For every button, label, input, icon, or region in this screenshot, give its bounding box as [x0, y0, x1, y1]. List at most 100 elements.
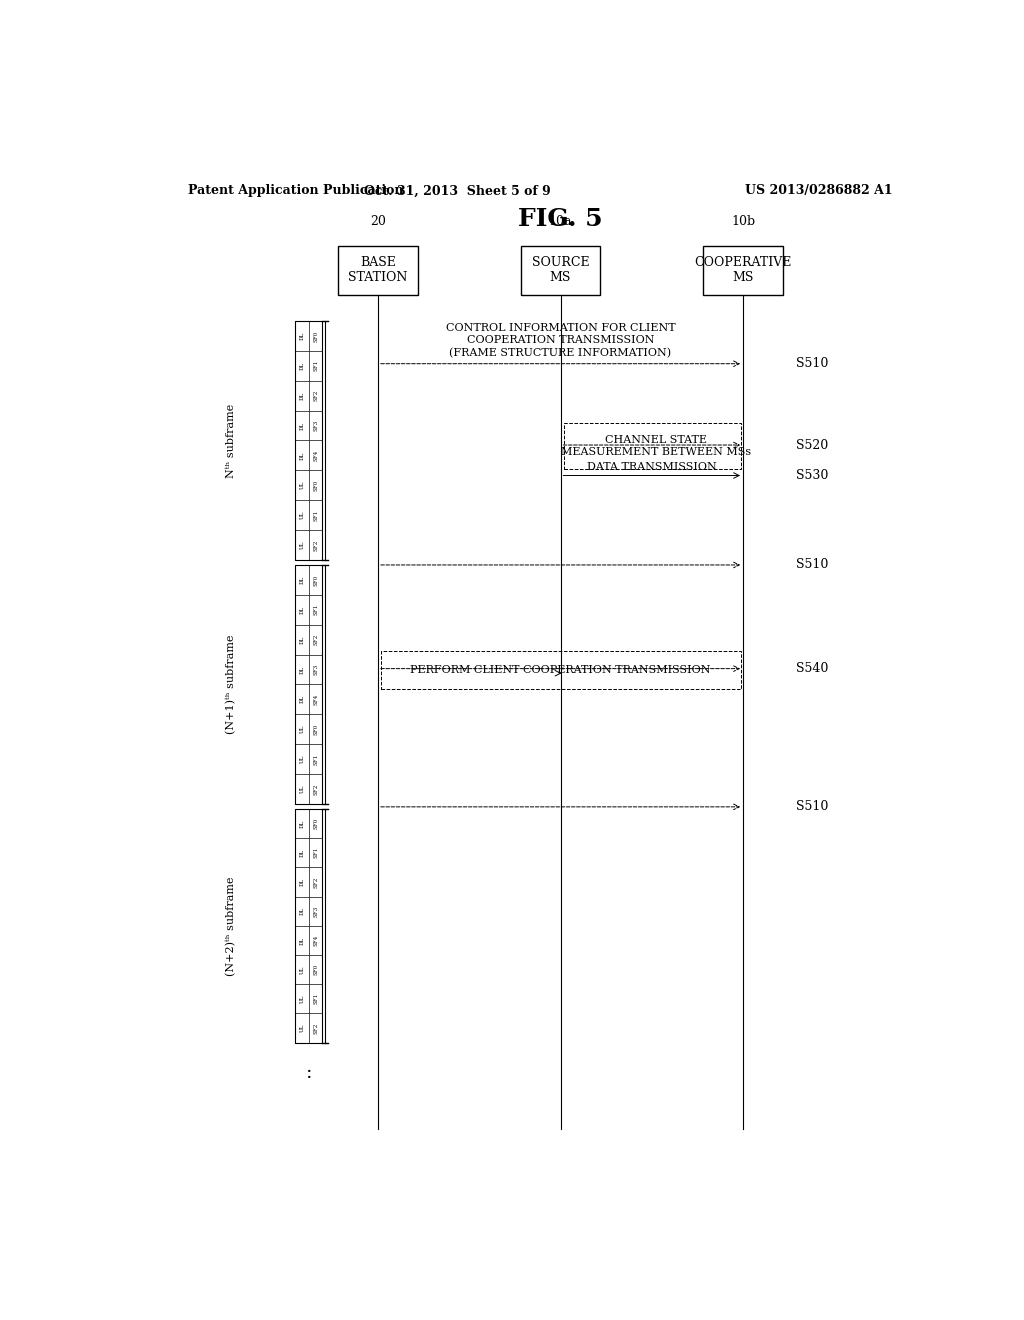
Text: UL: UL — [300, 480, 305, 490]
Bar — [296, 500, 309, 531]
Text: CONTROL INFORMATION FOR CLIENT
COOPERATION TRANSMISSION
(FRAME STRUCTURE INFORMA: CONTROL INFORMATION FOR CLIENT COOPERATI… — [445, 322, 675, 359]
Text: Nᵗʰ subframe: Nᵗʰ subframe — [226, 404, 237, 478]
Text: UL: UL — [300, 1024, 305, 1032]
Bar — [309, 321, 323, 351]
Text: S530: S530 — [797, 469, 828, 482]
Text: 10a: 10a — [549, 215, 572, 227]
Text: SF0: SF0 — [313, 723, 318, 735]
Bar — [309, 441, 323, 470]
Text: SF2: SF2 — [313, 1023, 318, 1034]
Text: SF4: SF4 — [313, 935, 318, 946]
Bar — [309, 896, 323, 925]
Text: SF1: SF1 — [313, 993, 318, 1005]
Bar — [309, 867, 323, 896]
Text: SF2: SF2 — [313, 634, 318, 645]
Bar — [296, 714, 309, 744]
Bar — [309, 470, 323, 500]
Bar — [296, 380, 309, 411]
Text: SF0: SF0 — [313, 479, 318, 491]
Bar — [309, 565, 323, 595]
Bar — [309, 380, 323, 411]
Text: SF0: SF0 — [313, 964, 318, 975]
Text: SOURCE
MS: SOURCE MS — [531, 256, 590, 284]
Text: DL: DL — [300, 576, 305, 583]
Bar — [296, 1014, 309, 1043]
Bar — [296, 321, 323, 560]
Text: BASE
STATION: BASE STATION — [348, 256, 408, 284]
Text: SF1: SF1 — [313, 605, 318, 615]
Bar — [338, 246, 418, 294]
Text: SF1: SF1 — [313, 360, 318, 371]
Text: CHANNEL STATE
MEASUREMENT BETWEEN MSs: CHANNEL STATE MEASUREMENT BETWEEN MSs — [561, 434, 751, 457]
Bar — [296, 441, 309, 470]
Bar — [296, 411, 309, 441]
Bar — [521, 246, 600, 294]
Text: S520: S520 — [797, 438, 828, 451]
Bar — [296, 774, 309, 804]
Text: UL: UL — [300, 784, 305, 793]
Text: SF0: SF0 — [313, 330, 318, 342]
Text: DL: DL — [300, 936, 305, 945]
Text: SF2: SF2 — [313, 783, 318, 795]
Bar — [296, 470, 309, 500]
Text: SF3: SF3 — [313, 664, 318, 675]
Bar — [309, 624, 323, 655]
Text: UL: UL — [300, 511, 305, 519]
Text: S510: S510 — [797, 558, 828, 572]
Bar — [309, 411, 323, 441]
Text: SF1: SF1 — [313, 510, 318, 520]
Bar — [296, 595, 309, 624]
Text: 20: 20 — [370, 215, 386, 227]
Text: DL: DL — [300, 421, 305, 429]
Text: DL: DL — [300, 362, 305, 370]
Text: DL: DL — [300, 392, 305, 400]
Text: SF0: SF0 — [313, 818, 318, 829]
Bar — [296, 809, 309, 838]
Bar — [309, 595, 323, 624]
Bar — [309, 838, 323, 867]
Text: PERFORM CLIENT COOPERATION TRANSMISSION: PERFORM CLIENT COOPERATION TRANSMISSION — [411, 665, 711, 675]
Text: FIG. 5: FIG. 5 — [518, 207, 603, 231]
Bar — [309, 531, 323, 560]
Text: SF3: SF3 — [313, 420, 318, 432]
Bar — [296, 684, 309, 714]
Bar — [309, 744, 323, 774]
Bar — [296, 565, 323, 804]
Text: UL: UL — [300, 755, 305, 763]
Text: (N+2)ᵗʰ subframe: (N+2)ᵗʰ subframe — [226, 876, 237, 975]
Text: DL: DL — [300, 878, 305, 886]
Text: DATA TRANSMISSION: DATA TRANSMISSION — [587, 462, 717, 473]
Bar — [296, 809, 323, 1043]
Text: UL: UL — [300, 995, 305, 1003]
Text: S510: S510 — [797, 358, 828, 370]
Bar — [309, 1014, 323, 1043]
Text: UL: UL — [300, 965, 305, 974]
Text: Oct. 31, 2013  Sheet 5 of 9: Oct. 31, 2013 Sheet 5 of 9 — [364, 185, 551, 198]
Bar — [309, 714, 323, 744]
Text: SF4: SF4 — [313, 450, 318, 461]
Text: S540: S540 — [797, 663, 828, 675]
Text: DL: DL — [300, 849, 305, 857]
Text: DL: DL — [300, 665, 305, 673]
Bar — [296, 655, 309, 684]
Text: DL: DL — [300, 907, 305, 915]
Text: DL: DL — [300, 451, 305, 459]
Bar — [296, 954, 309, 985]
Bar — [309, 500, 323, 531]
Text: SF1: SF1 — [313, 847, 318, 858]
Text: US 2013/0286882 A1: US 2013/0286882 A1 — [744, 185, 892, 198]
Bar — [296, 896, 309, 925]
Bar — [296, 985, 309, 1014]
Text: SF3: SF3 — [313, 906, 318, 917]
Bar — [296, 838, 309, 867]
Bar — [296, 565, 309, 595]
Bar — [563, 422, 741, 470]
Text: UL: UL — [300, 541, 305, 549]
Bar — [703, 246, 782, 294]
Bar — [296, 867, 309, 896]
Text: SF2: SF2 — [313, 876, 318, 887]
Text: DL: DL — [300, 820, 305, 828]
Bar — [309, 809, 323, 838]
Text: SF0: SF0 — [313, 574, 318, 586]
Text: SF4: SF4 — [313, 694, 318, 705]
